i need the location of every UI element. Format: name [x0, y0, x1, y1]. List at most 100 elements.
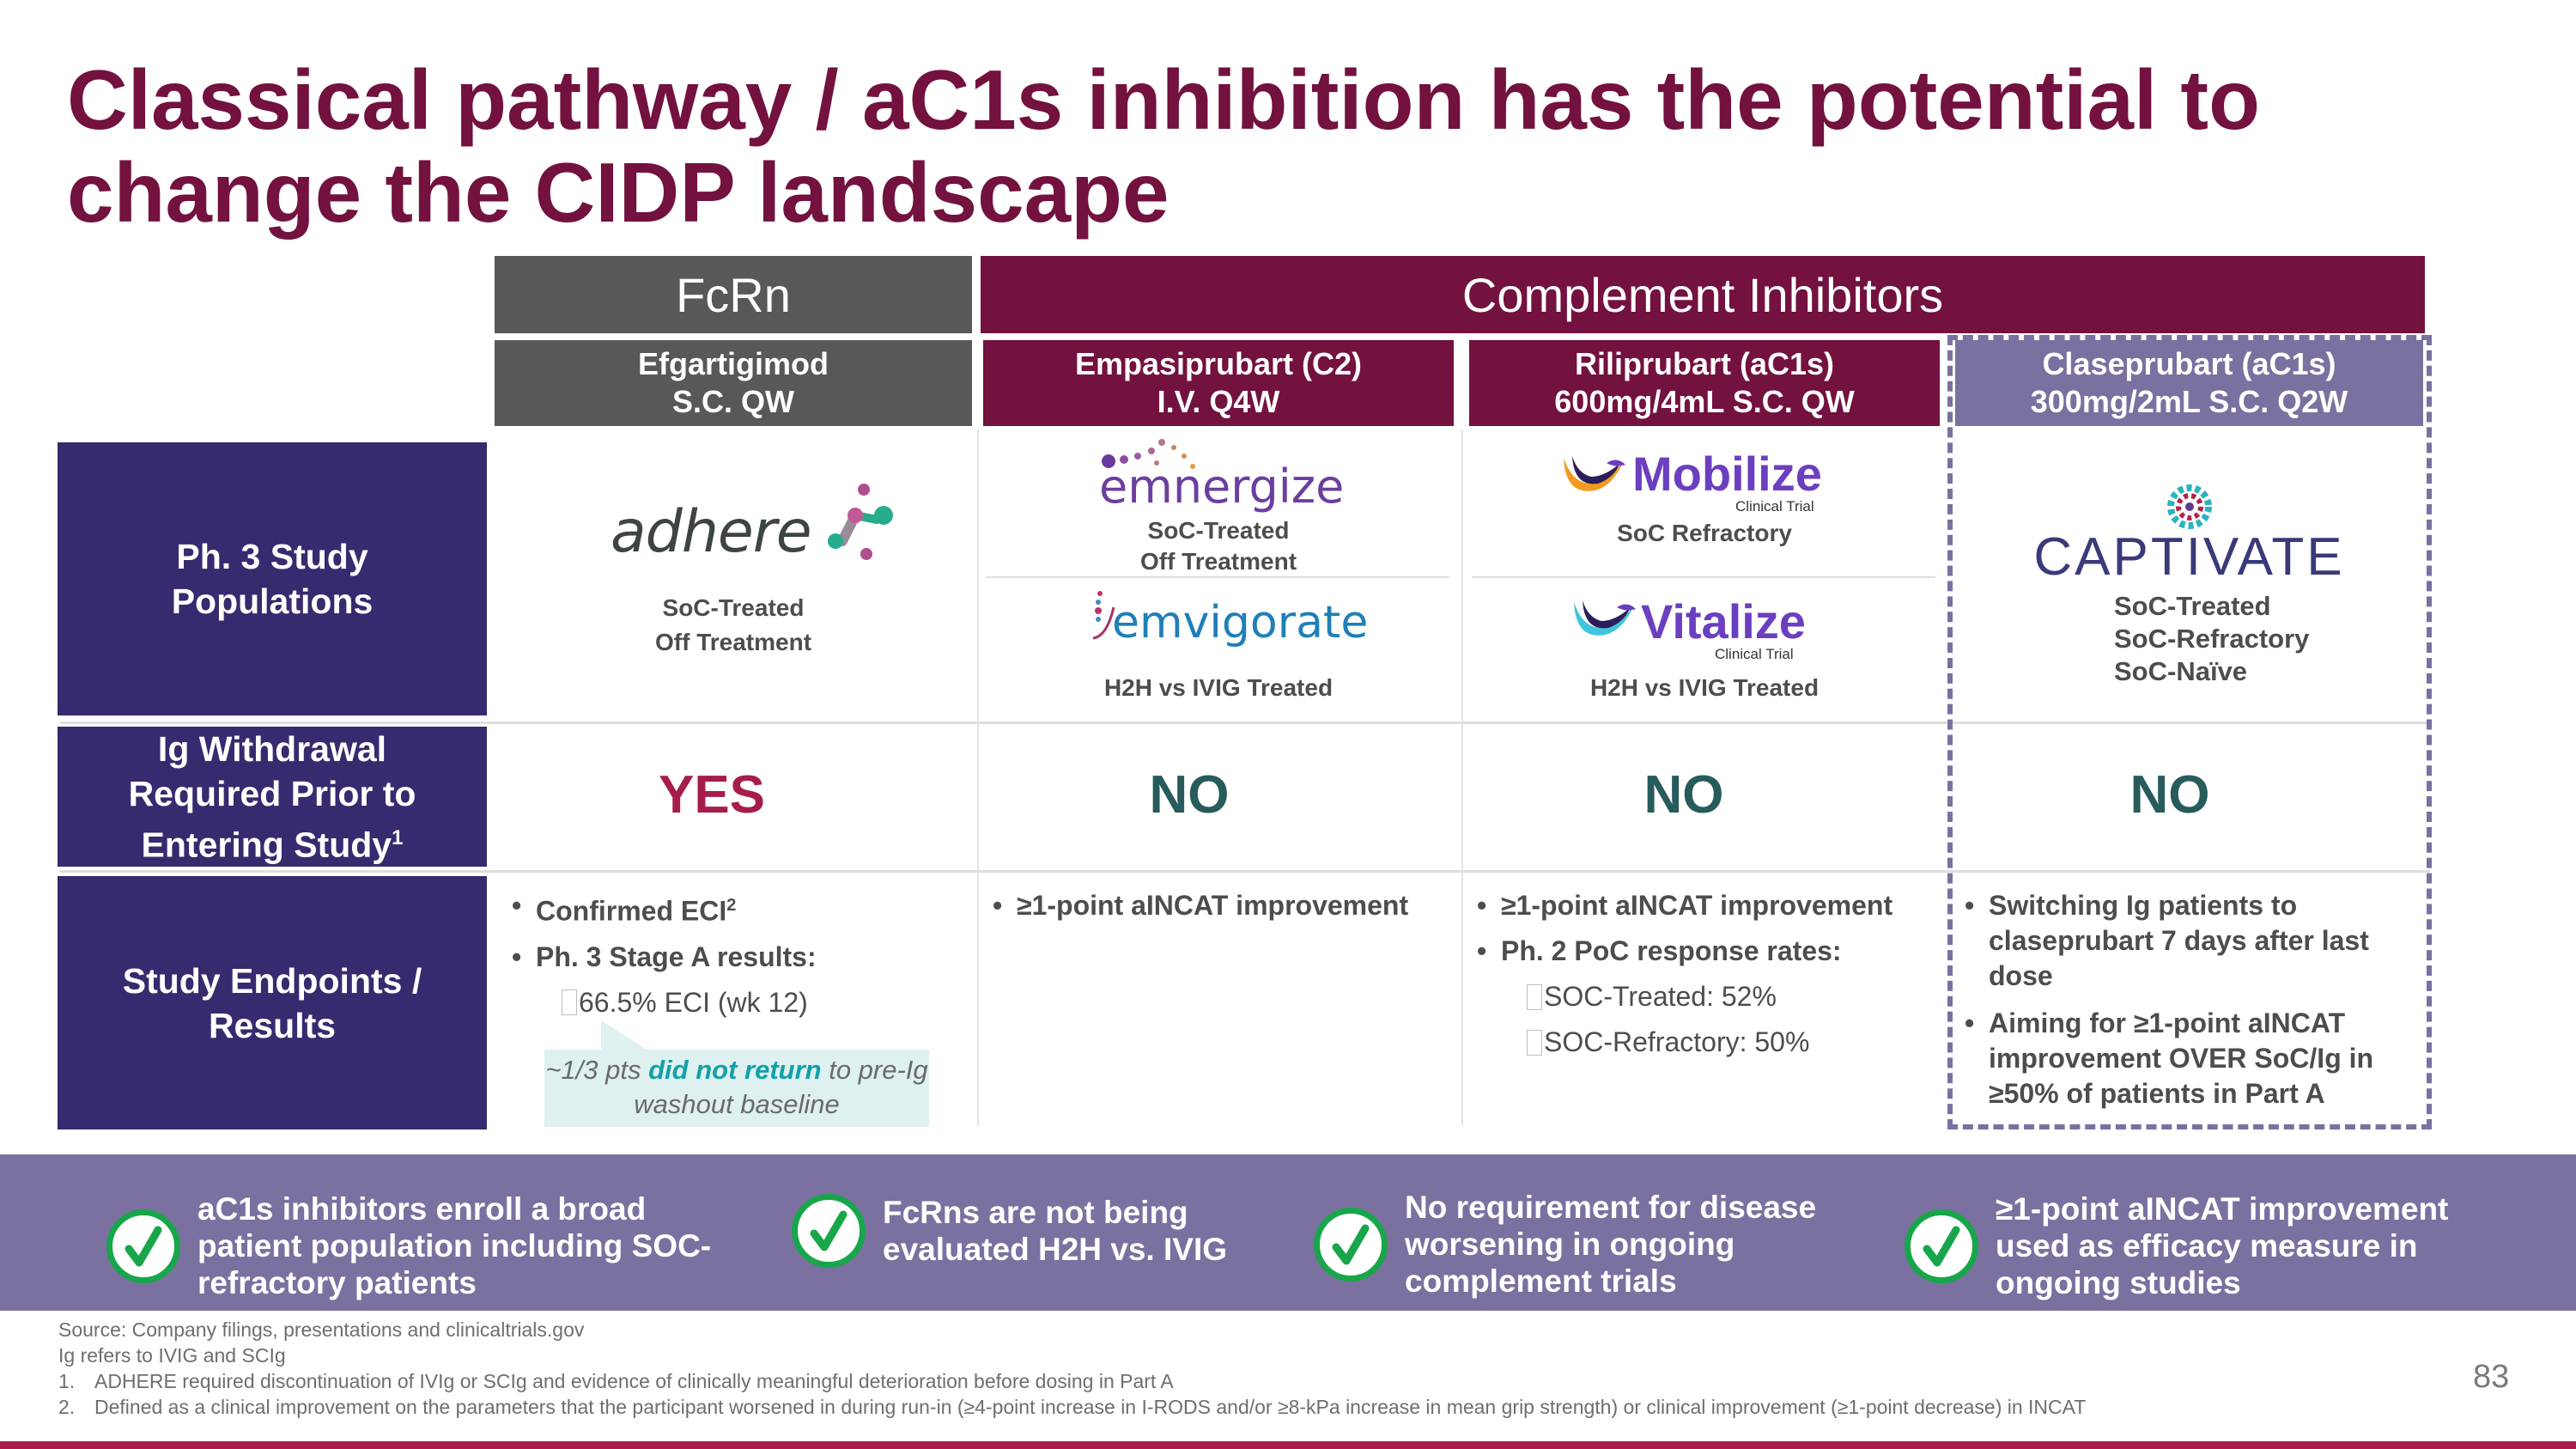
- drug-name: Empasiprubart (C2): [1074, 346, 1363, 381]
- drug-name: Efgartigimod: [638, 346, 829, 381]
- footnote-1: 1. ADHERE required discontinuation of IVI…: [58, 1368, 1174, 1394]
- population-lines: SoC-Treated Off Treatment: [983, 515, 1454, 577]
- captivate-logo: CAPTIVATE: [2033, 527, 2345, 587]
- mobilize-logo: Mobilize: [1632, 447, 1822, 501]
- check-icon: [1905, 1209, 1978, 1283]
- drug-header-efgartigimod: Efgartigimod S.C. QW: [495, 340, 972, 426]
- endpoint-sub-item: SOC-Treated: 52%: [1477, 979, 1941, 1014]
- takeaway-text: No requirement for disease worsening in …: [1405, 1190, 1817, 1299]
- footnote-text: Defined as a clinical improvement on the…: [94, 1396, 2087, 1418]
- footnote-2: 2. Defined as a clinical improvement on t…: [58, 1394, 2086, 1420]
- callout-tail: [601, 1020, 649, 1051]
- population-lines: SoC-Treated Off Treatment: [495, 593, 972, 658]
- drug-dosing: I.V. Q4W: [1157, 384, 1280, 419]
- population-line: SoC Refractory: [1617, 520, 1792, 546]
- column-divider: [1461, 429, 1463, 1125]
- callout-text: to pre-Ig washout baseline: [634, 1055, 928, 1119]
- population-line: SoC-Naïve: [2114, 656, 2248, 686]
- population-line: Off Treatment: [654, 629, 812, 655]
- footnote-number: 2.: [58, 1396, 76, 1418]
- bullet-text: Ph. 2 PoC response rates:: [1501, 935, 1842, 966]
- callout-highlight: did not return: [648, 1055, 822, 1085]
- footnote-ig-note: Ig refers to IVIG and SCIg: [58, 1344, 286, 1367]
- bullet-text: ≥1-point aINCAT improvement: [1017, 890, 1409, 921]
- callout-text: ~1/3 pts: [545, 1055, 649, 1085]
- checkbox-glyph-icon: [1527, 983, 1542, 1010]
- vitalize-logo: Vitalize: [1641, 594, 1806, 648]
- swoosh-icon: [1092, 591, 1115, 640]
- footnote-ref: 2: [726, 896, 737, 915]
- drug-name: Riliprubart (aC1s): [1574, 346, 1835, 381]
- population-line: H2H vs IVIG Treated: [1589, 674, 1820, 701]
- ig-withdrawal-claseprubart: NO: [2129, 765, 2210, 825]
- population-cell-efgartigimod: adhere SoC-Treated Off Treatment: [495, 481, 972, 687]
- population-lines: SoC-Treated SoC-Refractory SoC-Naïve: [2114, 590, 2309, 688]
- slide-title: Classical pathway / aC1s inhibition has …: [67, 52, 2260, 240]
- bullet-text: Aiming for ≥1-point aINCAT improvement O…: [1989, 1008, 2374, 1109]
- row-label-main: Ig Withdrawal Required Prior to Entering…: [128, 728, 416, 865]
- ig-withdrawal-efgartigimod: YES: [658, 765, 766, 825]
- dots-decoration-icon: [1102, 439, 1195, 469]
- takeaway-text: aC1s inhibitors enroll a broad patient p…: [197, 1191, 712, 1300]
- row-divider: [60, 721, 2430, 724]
- callout-washout: ~1/3 pts did not return to pre-Ig washou…: [544, 1050, 929, 1127]
- ig-withdrawal-riliprubart: NO: [1643, 765, 1724, 825]
- endpoint-sub-item: 66.5% ECI (wk 12): [512, 985, 958, 1020]
- takeaway-item: ≥1-point aINCAT improvement used as effi…: [1905, 1190, 2506, 1301]
- cell-divider: [986, 576, 1449, 578]
- takeaway-text: FcRns are not being evaluated H2H vs. IV…: [883, 1195, 1228, 1267]
- row-label-text: Study Endpoints / Results: [122, 960, 422, 1045]
- endpoints-riliprubart: ≥1-point aINCAT improvement Ph. 2 PoC re…: [1477, 888, 1941, 1060]
- endpoints-claseprubart: Switching Ig patients to claseprubart 7 …: [1965, 888, 2415, 1111]
- emvigorate-logo: emvigorate: [1112, 597, 1369, 648]
- population-cell-emvigorate: emvigorate H2H vs IVIG Treated: [983, 580, 1454, 717]
- adhere-logo: adhere: [611, 484, 893, 566]
- drug-header-empasiprubart: Empasiprubart (C2) I.V. Q4W: [983, 340, 1454, 426]
- group-header-complement: Complement Inhibitors: [981, 256, 2425, 333]
- check-icon: [792, 1194, 866, 1268]
- drug-header-claseprubart: Claseprubart (aC1s) 300mg/2mL S.C. Q2W: [1955, 340, 2423, 426]
- cell-divider: [1472, 576, 1935, 578]
- captivate-flower-icon: [2167, 484, 2212, 529]
- population-line: Off Treatment: [1139, 548, 1297, 575]
- emnergize-logo: emnergize: [1099, 460, 1345, 514]
- endpoint-sub-item: SOC-Refractory: 50%: [1477, 1025, 1941, 1060]
- footnote-ref: 1: [392, 825, 404, 849]
- row-label-populations: Ph. 3 Study Populations: [58, 442, 487, 715]
- endpoints-efgartigimod: Confirmed ECI2 Ph. 3 Stage A results: 66…: [512, 888, 958, 1020]
- sub-text: 66.5% ECI (wk 12): [579, 986, 808, 1018]
- group-label: Complement Inhibitors: [1461, 267, 1944, 322]
- group-header-fcrn: FcRn: [495, 256, 972, 333]
- sub-text: SOC-Treated: 52%: [1544, 981, 1777, 1012]
- endpoint-bullet: ≥1-point aINCAT improvement: [993, 888, 1456, 923]
- group-label: FcRn: [676, 267, 791, 322]
- endpoint-bullet: Ph. 3 Stage A results:: [512, 940, 958, 975]
- logo-subtitle: Clinical Trial: [1735, 498, 1814, 514]
- endpoint-bullet: Ph. 2 PoC response rates:: [1477, 934, 1941, 969]
- population-line: H2H vs IVIG Treated: [1103, 674, 1334, 701]
- endpoint-bullet: ≥1-point aINCAT improvement: [1477, 888, 1941, 923]
- check-icon: [106, 1209, 180, 1283]
- sub-text: SOC-Refractory: 50%: [1544, 1026, 1810, 1057]
- ig-withdrawal-empasiprubart: NO: [1149, 765, 1230, 825]
- row-label-text: Ph. 3 Study Populations: [171, 537, 374, 621]
- takeaway-item: aC1s inhibitors enroll a broad patient p…: [106, 1190, 759, 1301]
- page-number: 83: [2473, 1359, 2510, 1395]
- row-label-text: Ig Withdrawal Required Prior to Entering…: [100, 727, 444, 868]
- row-label-endpoints: Study Endpoints / Results: [58, 876, 487, 1129]
- endpoint-bullet: Confirmed ECI2: [512, 888, 958, 929]
- claseprubart-highlight-box: [1947, 335, 2432, 1129]
- row-label-ig-withdrawal: Ig Withdrawal Required Prior to Entering…: [58, 727, 487, 867]
- takeaway-item: FcRns are not being evaluated H2H vs. IV…: [792, 1194, 1273, 1268]
- column-divider: [977, 429, 979, 1125]
- takeaway-banner: [0, 1154, 2576, 1311]
- row-divider: [60, 870, 2430, 873]
- drug-dosing: S.C. QW: [672, 384, 794, 419]
- population-line: SoC-Treated: [1147, 517, 1290, 544]
- population-line: SoC-Refractory: [2114, 624, 2310, 654]
- population-line: SoC-Treated: [2114, 591, 2271, 621]
- bullet-text: ≥1-point aINCAT improvement: [1501, 890, 1893, 921]
- population-cell-captivate: CAPTIVATE SoC-Treated SoC-Refractory SoC…: [1955, 434, 2423, 717]
- takeaway-text: ≥1-point aINCAT improvement used as effi…: [1996, 1191, 2449, 1300]
- population-cell-mobilize: Mobilize Clinical Trial SoC Refractory: [1469, 434, 1940, 575]
